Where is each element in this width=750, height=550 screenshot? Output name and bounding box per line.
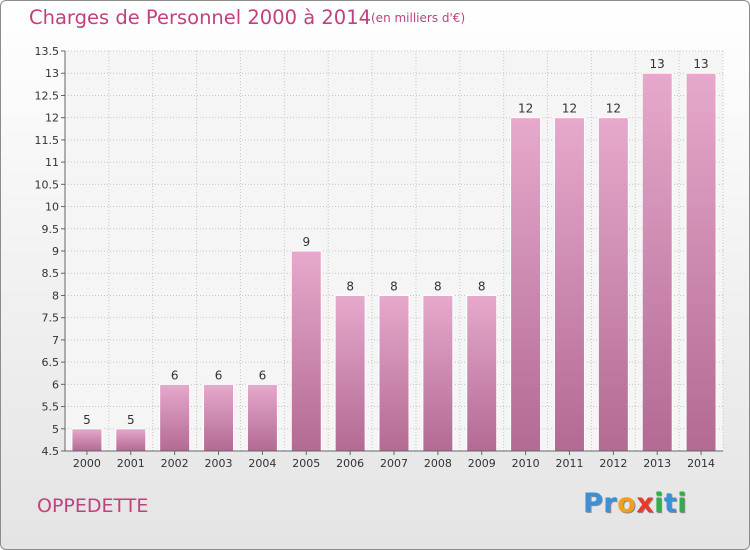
bar: [553, 117, 585, 452]
x-tick-label: 2000: [73, 457, 101, 470]
y-tick-label: 10: [45, 201, 59, 214]
bar-value-label: 5: [83, 413, 91, 427]
chart-title: Charges de Personnel 2000 à 2014: [29, 6, 372, 29]
proxiti-logo[interactable]: Proxiti: [583, 488, 687, 519]
bar: [334, 294, 366, 452]
x-tick-label: 2001: [117, 457, 145, 470]
y-tick-label: 12: [45, 112, 59, 125]
bar-value-label: 12: [606, 102, 621, 116]
y-tick-label: 4.5: [42, 445, 60, 458]
bar: [510, 117, 542, 452]
bar-value-label: 8: [346, 279, 354, 293]
bar-value-label: 5: [127, 413, 135, 427]
y-tick-label: 9: [52, 245, 59, 258]
bar-value-label: 8: [390, 279, 398, 293]
commune-name: OPPEDETTE: [37, 495, 149, 517]
bar-value-label: 9: [302, 235, 310, 249]
y-tick-label: 11: [45, 156, 59, 169]
bar: [641, 72, 673, 452]
bar-value-label: 13: [693, 57, 708, 71]
logo-letter: t: [663, 488, 678, 519]
bar: [290, 250, 322, 452]
bar-value-label: 6: [259, 368, 267, 382]
bar: [422, 294, 454, 452]
y-tick-label: 6: [52, 378, 59, 391]
y-tick-label: 7: [52, 334, 59, 347]
bar: [71, 428, 103, 452]
x-tick-label: 2010: [512, 457, 540, 470]
bar: [466, 294, 498, 452]
y-tick-label: 12.5: [35, 89, 60, 102]
x-tick-label: 2004: [248, 457, 276, 470]
bar: [159, 383, 191, 452]
bar-value-label: 12: [562, 102, 577, 116]
bar-value-label: 8: [478, 279, 486, 293]
logo-letter: P: [583, 488, 604, 519]
y-tick-label: 9.5: [42, 223, 60, 236]
x-tick-label: 2006: [336, 457, 364, 470]
y-tick-label: 8.5: [42, 267, 60, 280]
bar-value-label: 6: [215, 368, 223, 382]
axes: 4.5 5 5.5 6 6.5 7 7.5 8 8.5 9 9.5 10 10.5 11 11.5 12 12.…: [35, 45, 723, 470]
chart-subtitle: (en milliers d'€): [371, 11, 466, 25]
y-tick-label: 13.5: [35, 45, 60, 58]
x-tick-label: 2002: [161, 457, 189, 470]
bar: [203, 383, 235, 452]
logo-letter: i: [654, 488, 664, 519]
x-tick-label: 2009: [468, 457, 496, 470]
x-tick-label: 2011: [555, 457, 583, 470]
y-tick-label: 5: [52, 423, 59, 436]
bars: 5 5 6 6 6 9 8 8 8 8 12 12 12 13 13: [71, 57, 717, 452]
y-tick-label: 7.5: [42, 312, 60, 325]
logo-letter: o: [617, 488, 637, 519]
y-tick-label: 5.5: [42, 401, 60, 414]
y-tick-label: 13: [45, 67, 59, 80]
bar-value-label: 6: [171, 368, 179, 382]
x-tick-label: 2013: [643, 457, 671, 470]
x-tick-label: 2007: [380, 457, 408, 470]
bar: [246, 383, 278, 452]
y-tick-label: 10.5: [35, 178, 60, 191]
bar-value-label: 13: [650, 57, 665, 71]
bar: [378, 294, 410, 452]
bar: [115, 428, 147, 452]
bar: [597, 117, 629, 452]
bar-value-label: 12: [518, 102, 533, 116]
x-tick-label: 2012: [599, 457, 627, 470]
logo-letter: i: [677, 488, 688, 519]
y-tick-label: 6.5: [42, 356, 60, 369]
logo-letter: r: [603, 488, 618, 519]
x-tick-label: 2008: [424, 457, 452, 470]
x-tick-label: 2005: [292, 457, 320, 470]
bar: [685, 72, 717, 452]
y-tick-label: 8: [52, 289, 59, 302]
x-tick-label: 2003: [205, 457, 233, 470]
x-tick-label: 2014: [687, 457, 715, 470]
bar-value-label: 8: [434, 279, 442, 293]
logo-letter: x: [636, 488, 655, 519]
y-tick-label: 11.5: [35, 134, 60, 147]
